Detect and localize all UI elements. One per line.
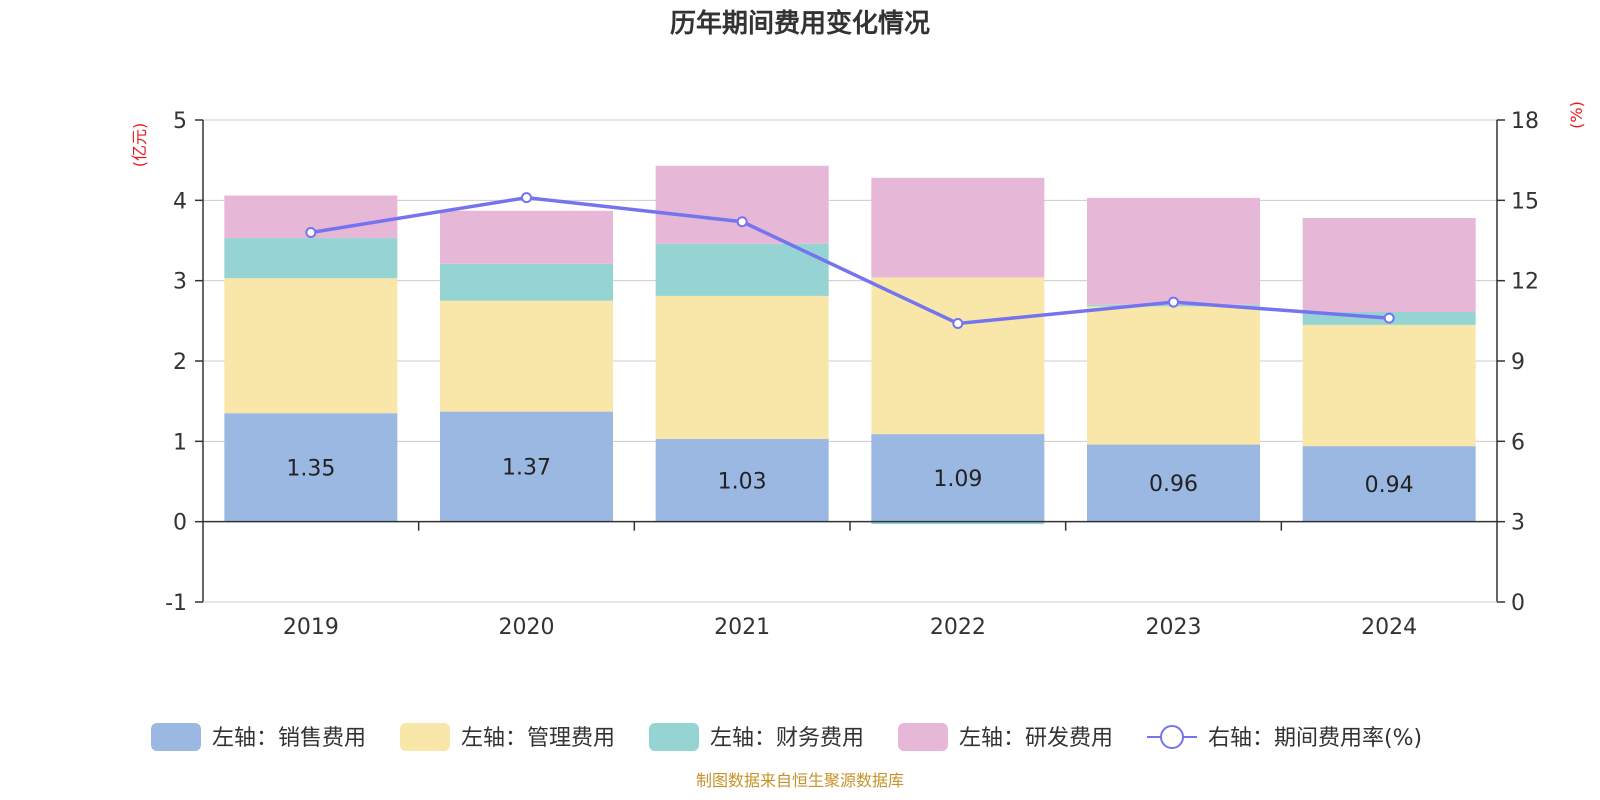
bar-segment-2 [871,277,1045,435]
bar-value-label: 1.37 [502,456,551,481]
x-category-label: 2020 [499,615,555,640]
left-tick-label: 4 [173,189,187,214]
legend-item-3: 左轴：财务费用 [649,723,864,751]
bar-segment-1 [440,411,613,522]
bar-segment-4 [440,210,613,264]
legend-label: 左轴：销售费用 [212,726,366,751]
bar-segment-2 [224,278,398,414]
bar-segment-1 [871,434,1045,522]
bar-segment-3 [655,243,829,296]
source-note: 制图数据来自恒生聚源数据库 [696,771,904,790]
left-axis-unit: (亿元) [130,123,149,168]
rate-line-point [305,226,317,238]
bar-segment-1 [655,438,829,522]
stacked-bars: 1.35 1.37 1.03 1.09 0.96 0.94 [224,165,1476,525]
bar-value-label: 1.35 [286,456,335,481]
right-tick-label: 6 [1511,430,1525,455]
bar-segment-4 [1302,218,1476,312]
bar-value-label: 0.96 [1149,472,1198,497]
legend-marker [1160,725,1184,749]
legend-label: 右轴：期间费用率(%) [1208,726,1422,751]
bar-value-label: 0.94 [1365,473,1414,498]
bar-segment-1 [1302,446,1476,522]
legend-label: 左轴：管理费用 [461,726,615,751]
bar-segment-2 [1087,306,1260,445]
right-tick-label: 9 [1511,350,1525,375]
legend: 左轴：销售费用 左轴：管理费用 左轴：财务费用 左轴：研发费用 右轴：期间费用率(%) [151,723,1422,751]
legend-label: 左轴：研发费用 [959,726,1113,751]
rate-line-point [521,192,532,204]
right-tick-label: 3 [1511,511,1525,536]
legend-label: 左轴：财务费用 [710,726,864,751]
right-tick-label: 18 [1511,109,1539,134]
bar-segment-3 [871,521,1045,525]
rate-line-point [1168,296,1179,308]
right-tick-label: 0 [1511,591,1525,616]
rate-line-point [1383,312,1395,324]
left-tick-label: 5 [173,109,187,134]
legend-item-5: 右轴：期间费用率(%) [1147,725,1422,751]
bar-segment-2 [440,300,613,412]
x-category-label: 2024 [1361,615,1417,640]
bar-value-label: 1.09 [933,467,982,492]
x-category-label: 2019 [283,615,339,640]
right-axis-unit: (%) [1567,101,1586,129]
bar-segment-1 [1087,444,1260,522]
left-tick-label: 3 [173,270,187,295]
legend-swatch [898,723,948,751]
x-category-label: 2022 [930,615,986,640]
bar-segment-3 [440,263,613,301]
bar-segment-1 [224,413,398,522]
legend-item-4: 左轴：研发费用 [898,723,1113,751]
chart-title: 历年期间费用变化情况 [670,8,930,39]
bar-segment-4 [1087,197,1260,305]
rate-line-path [310,195,1390,326]
left-tick-label: 2 [173,350,187,375]
x-category-label: 2021 [714,615,770,640]
left-tick-label: -1 [165,591,187,616]
bar-value-label: 1.03 [718,469,767,494]
expense-rate-line [305,192,1395,330]
right-tick-label: 12 [1511,270,1539,295]
bar-segment-4 [655,165,829,244]
left-tick-label: 1 [173,430,187,455]
legend-item-2: 左轴：管理费用 [400,723,615,751]
legend-swatch [649,723,699,751]
legend-swatch [151,723,201,751]
legend-item-1: 左轴：销售费用 [151,723,366,751]
bar-segment-4 [871,177,1045,278]
rate-line-point [952,318,964,330]
bar-segment-3 [224,238,398,279]
bar-segment-2 [655,295,829,439]
bar-segment-2 [1302,324,1476,447]
x-category-label: 2023 [1146,615,1202,640]
right-tick-label: 15 [1511,189,1539,214]
legend-swatch [400,723,450,751]
left-tick-label: 0 [173,511,187,536]
rate-line-point [736,216,748,228]
